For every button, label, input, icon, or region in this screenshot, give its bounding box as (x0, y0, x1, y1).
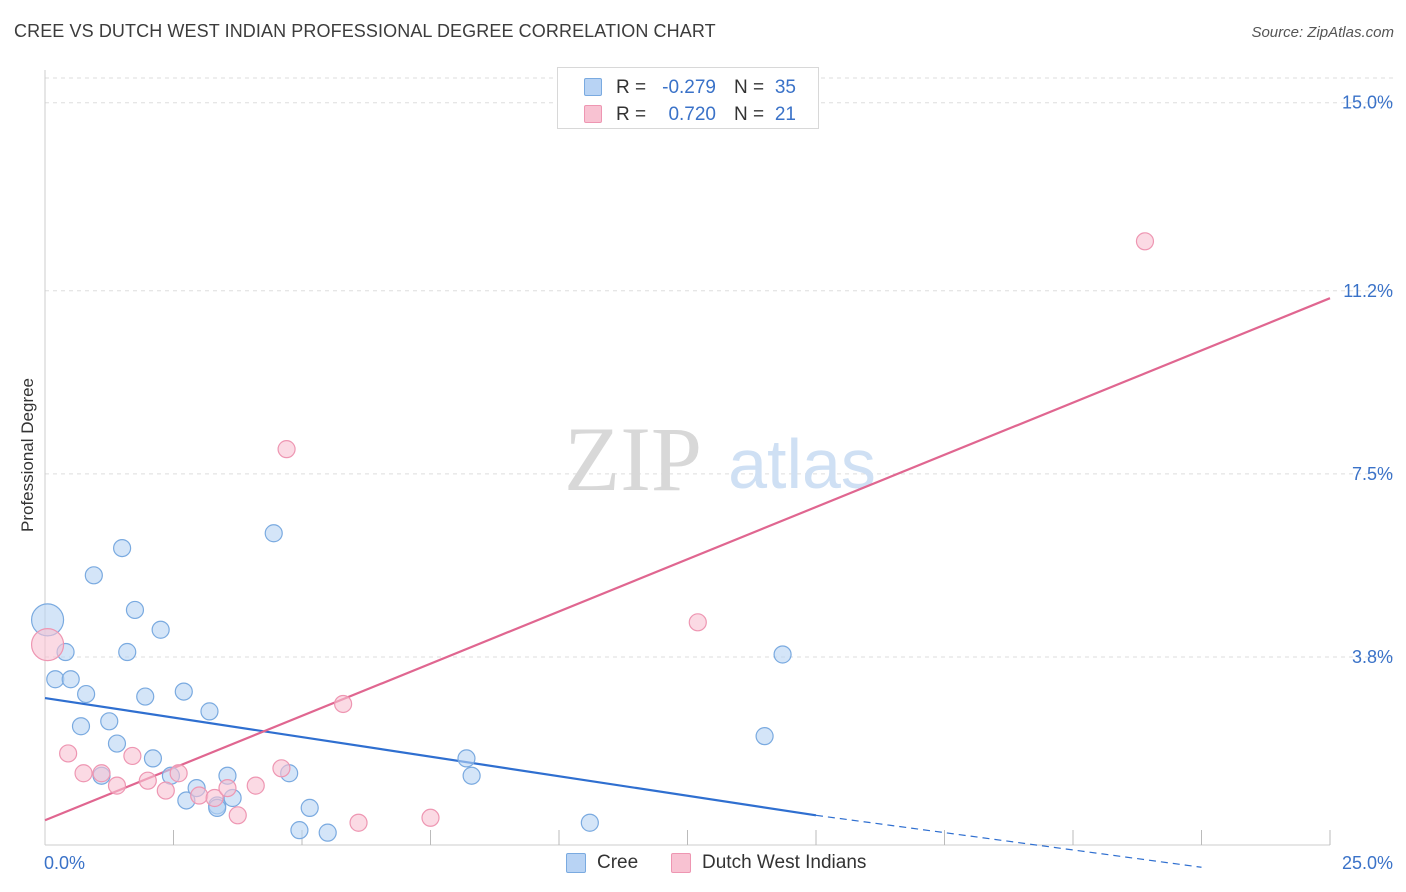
cree-point (61, 670, 80, 689)
r-label: R = (616, 104, 647, 125)
dutch-point (123, 746, 142, 766)
source-label: Source: ZipAtlas.com (1251, 24, 1394, 41)
r-value: 0.720 (668, 104, 716, 125)
legend-label: Dutch West Indians (702, 852, 867, 873)
dutch-trendline (44, 297, 1331, 822)
cree-point (125, 600, 145, 620)
cree-point (755, 727, 774, 746)
x-tick-label: 25.0% (1342, 853, 1393, 873)
n-label: N = (734, 77, 765, 98)
cree-point (46, 670, 65, 689)
dutch-point (228, 806, 247, 825)
r-value: -0.279 (662, 77, 716, 98)
dutch-point (277, 440, 296, 459)
cree-point (200, 702, 219, 721)
gridlines (45, 77, 1395, 658)
dutch-point (246, 776, 265, 795)
r-label: R = (616, 77, 647, 98)
legend-row-cree: R = -0.279 N = 35 (558, 74, 818, 102)
dutch-point (30, 627, 65, 662)
cree-point (84, 566, 103, 585)
cree-point (773, 645, 792, 664)
cree-point (462, 766, 481, 785)
cree-point (143, 749, 163, 768)
n-value: 35 (774, 77, 796, 98)
data-points (30, 232, 1155, 842)
cree-trendline (44, 696, 817, 817)
cree-point (112, 538, 132, 558)
dutch-point (92, 764, 111, 783)
dutch-swatch (671, 853, 691, 873)
cree-point (300, 798, 319, 817)
y-tick-label: 15.0% (1342, 93, 1393, 113)
dutch-point (138, 771, 157, 790)
cree-point (118, 642, 137, 662)
legend-row-dutch: R = 0.720 N = 21 (558, 101, 818, 129)
n-value: 21 (774, 104, 796, 125)
dutch-swatch (584, 105, 602, 123)
dutch-point (59, 744, 78, 763)
dutch-point (107, 776, 127, 795)
correlation-legend: R = -0.279 N = 35 R = 0.720 N = 21 (557, 67, 819, 129)
trendlines (44, 297, 1331, 868)
cree-point (77, 684, 96, 704)
dutch-point (205, 788, 224, 808)
dutch-point (190, 786, 209, 805)
series-legend: Cree Dutch West Indians (0, 851, 1406, 877)
x-tick-label: 0.0% (44, 853, 85, 873)
dutch-point (334, 694, 353, 714)
cree-swatch (566, 853, 586, 873)
y-tick-label: 7.5% (1352, 464, 1393, 484)
cree-point (290, 821, 309, 840)
dutch-point (169, 764, 188, 783)
cree-point (100, 712, 119, 731)
cree-point (71, 717, 91, 736)
cree-point (457, 749, 476, 768)
axes (44, 70, 1331, 846)
y-tick-label: 11.2% (1343, 281, 1393, 301)
dutch-point (156, 781, 175, 800)
legend-label: Cree (597, 852, 639, 873)
y-tick-label: 3.8% (1352, 647, 1393, 667)
watermark-atlas: atlas (728, 425, 876, 503)
dutch-point (1135, 232, 1155, 251)
dutch-point (688, 613, 707, 632)
cree-point (264, 524, 283, 543)
tick-labels: 3.8% 7.5% 11.2% 15.0% 0.0% 25.0% (44, 93, 1393, 873)
n-label: N = (734, 104, 765, 125)
cree-swatch (584, 78, 602, 96)
dutch-point (74, 764, 93, 783)
dutch-point (421, 808, 440, 827)
cree-point (318, 823, 337, 842)
watermark-zip: ZIP (564, 408, 702, 510)
dutch-point (349, 813, 368, 832)
cree-trendline-extension (815, 814, 1202, 868)
cree-point (151, 620, 170, 639)
cree-point (174, 682, 193, 701)
cree-point (107, 734, 127, 753)
dutch-point (218, 778, 237, 798)
cree-point (136, 687, 155, 706)
chart-title: CREE VS DUTCH WEST INDIAN PROFESSIONAL D… (14, 21, 716, 41)
watermark: ZIP atlas (564, 408, 876, 510)
dutch-point (272, 759, 291, 778)
cree-point (580, 813, 599, 832)
